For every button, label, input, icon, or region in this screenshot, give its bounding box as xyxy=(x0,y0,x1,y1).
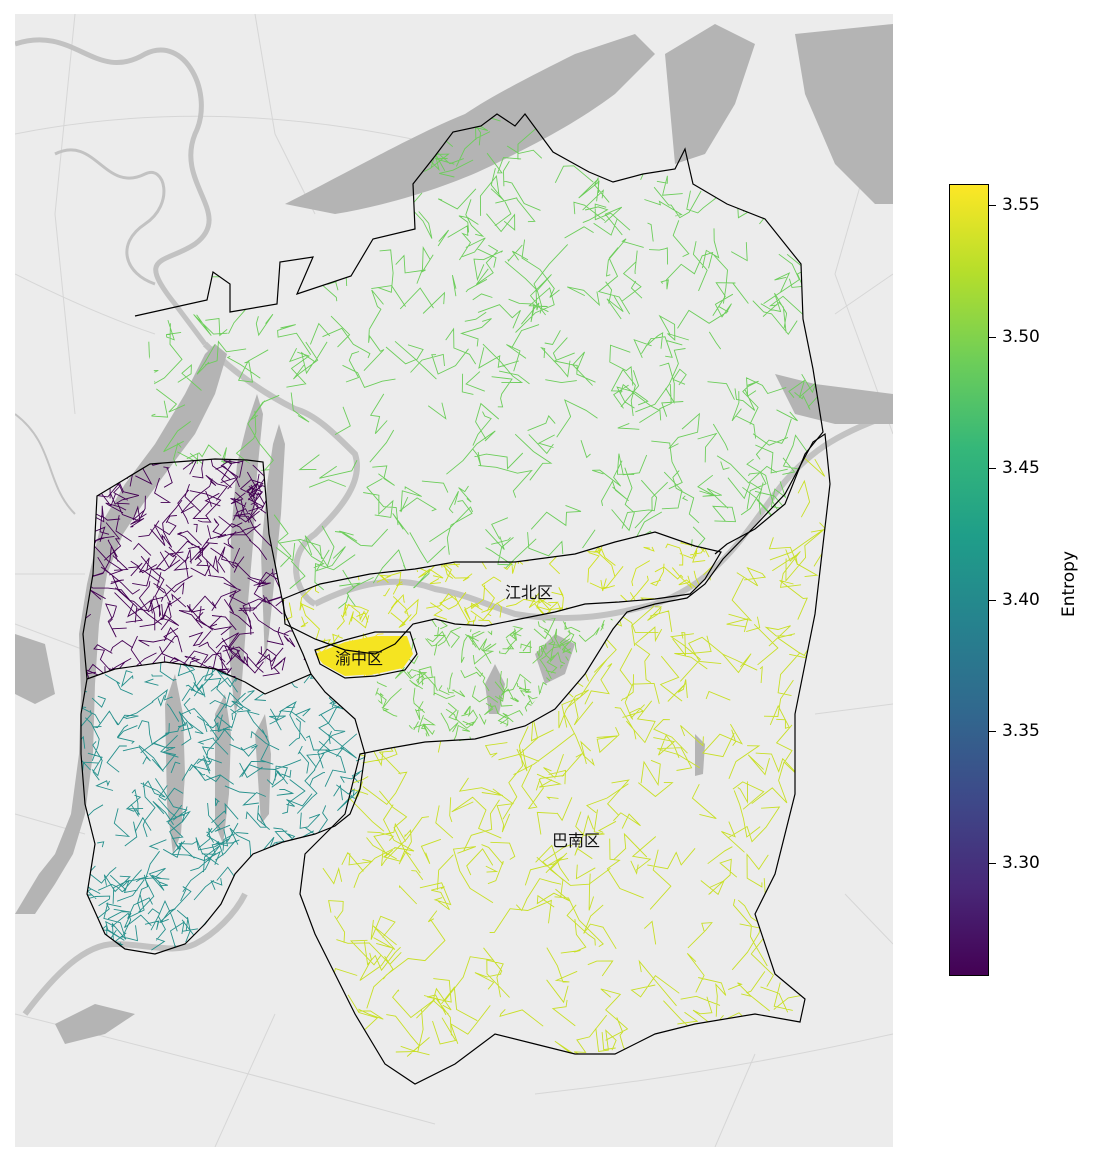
banan-streets xyxy=(300,434,830,1084)
colorbar-tick-label: 3.55 xyxy=(1002,195,1040,216)
district-labels: 江北区 渝中区 巴南区 xyxy=(335,583,600,850)
colorbar-tick xyxy=(989,862,996,864)
north-district-boundary xyxy=(134,113,824,555)
colorbar-tick-label: 3.50 xyxy=(1002,326,1040,347)
banan-street-network xyxy=(300,434,830,1084)
district-label-banan: 巴南区 xyxy=(552,831,600,850)
colorbar-tick xyxy=(989,336,996,338)
colorbar-tick-label: 3.30 xyxy=(1002,852,1040,873)
map-panel: 江北区 渝中区 巴南区 xyxy=(15,14,893,1147)
yuzhong-district-boundary xyxy=(314,631,418,679)
colorbar-tick xyxy=(989,205,996,207)
yuzhong-core-fill xyxy=(315,636,413,676)
colorbar-tick-label: 3.45 xyxy=(1002,458,1040,479)
jiangbei-district-boundary xyxy=(282,531,722,655)
colorbar-tick-label: 3.40 xyxy=(1002,589,1040,610)
district-boundaries xyxy=(80,113,831,1085)
colorbar-tick-label: 3.35 xyxy=(1002,721,1040,742)
basemap-rivers xyxy=(15,37,893,1016)
map-canvas: 江北区 渝中区 巴南区 xyxy=(15,14,893,1147)
district-label-yuzhong: 渝中区 xyxy=(335,649,383,668)
colorbar-tick xyxy=(989,731,996,733)
colorbar-tick xyxy=(989,468,996,470)
colorbar xyxy=(949,184,989,976)
district-label-jiangbei: 江北区 xyxy=(505,583,553,602)
banan-district-boundary xyxy=(299,432,831,1085)
colorbar-title: Entropy xyxy=(1059,550,1079,618)
southwest-district-boundary xyxy=(80,673,366,955)
colorbar-tick xyxy=(989,599,996,601)
